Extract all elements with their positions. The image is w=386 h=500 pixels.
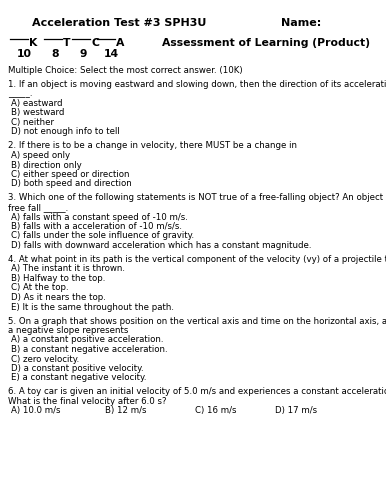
Text: _____.: _____. <box>8 90 32 98</box>
Text: C) neither: C) neither <box>11 118 54 127</box>
Text: What is the final velocity after 6.0 s?: What is the final velocity after 6.0 s? <box>8 397 166 406</box>
Text: C) zero velocity.: C) zero velocity. <box>11 354 79 364</box>
Text: 8: 8 <box>51 49 59 59</box>
Text: B) westward: B) westward <box>11 108 64 118</box>
Text: D) 17 m/s: D) 17 m/s <box>275 406 317 416</box>
Text: free fall _____.: free fall _____. <box>8 203 68 212</box>
Text: D) As it nears the top.: D) As it nears the top. <box>11 293 106 302</box>
Text: A) a constant positive acceleration.: A) a constant positive acceleration. <box>11 336 164 344</box>
Text: B) 12 m/s: B) 12 m/s <box>105 406 147 416</box>
Text: K: K <box>29 38 37 48</box>
Text: 9: 9 <box>79 49 87 59</box>
Text: C) falls under the sole influence of gravity.: C) falls under the sole influence of gra… <box>11 232 194 240</box>
Text: Acceleration Test #3 SPH3U: Acceleration Test #3 SPH3U <box>32 18 207 28</box>
Text: 14: 14 <box>104 49 119 59</box>
Text: E) a constant negative velocity.: E) a constant negative velocity. <box>11 374 147 382</box>
Text: D) falls with downward acceleration which has a constant magnitude.: D) falls with downward acceleration whic… <box>11 241 312 250</box>
Text: C: C <box>91 38 99 48</box>
Text: D) a constant positive velocity.: D) a constant positive velocity. <box>11 364 144 373</box>
Text: B) a constant negative acceleration.: B) a constant negative acceleration. <box>11 345 168 354</box>
Text: 3. Which one of the following statements is NOT true of a free-falling object? A: 3. Which one of the following statements… <box>8 194 386 202</box>
Text: A) The instant it is thrown.: A) The instant it is thrown. <box>11 264 125 274</box>
Text: A) falls with a constant speed of -10 m/s.: A) falls with a constant speed of -10 m/… <box>11 212 188 222</box>
Text: A) speed only: A) speed only <box>11 151 70 160</box>
Text: Multiple Choice: Select the most correct answer. (10K): Multiple Choice: Select the most correct… <box>8 66 243 75</box>
Text: 4. At what point in its path is the vertical component of the velocity (vy) of a: 4. At what point in its path is the vert… <box>8 255 386 264</box>
Text: C) At the top.: C) At the top. <box>11 284 69 292</box>
Text: A) eastward: A) eastward <box>11 99 63 108</box>
Text: Assessment of Learning (Product): Assessment of Learning (Product) <box>162 38 370 48</box>
Text: B) Halfway to the top.: B) Halfway to the top. <box>11 274 105 283</box>
Text: Name:: Name: <box>281 18 321 28</box>
Text: 5. On a graph that shows position on the vertical axis and time on the horizonta: 5. On a graph that shows position on the… <box>8 316 386 326</box>
Text: T: T <box>63 38 71 48</box>
Text: 1. If an object is moving eastward and slowing down, then the direction of its a: 1. If an object is moving eastward and s… <box>8 80 386 89</box>
Text: A: A <box>116 38 124 48</box>
Text: a negative slope represents: a negative slope represents <box>8 326 129 335</box>
Text: C) either speed or direction: C) either speed or direction <box>11 170 129 179</box>
Text: 2. If there is to be a change in velocity, there MUST be a change in: 2. If there is to be a change in velocit… <box>8 142 297 150</box>
Text: 10: 10 <box>17 49 32 59</box>
Text: D) not enough info to tell: D) not enough info to tell <box>11 128 120 136</box>
Text: B) direction only: B) direction only <box>11 160 82 170</box>
Text: D) both speed and direction: D) both speed and direction <box>11 180 132 188</box>
Text: B) falls with a acceleration of -10 m/s/s.: B) falls with a acceleration of -10 m/s/… <box>11 222 182 231</box>
Text: A) 10.0 m/s: A) 10.0 m/s <box>11 406 61 416</box>
Text: 6. A toy car is given an initial velocity of 5.0 m/s and experiences a constant : 6. A toy car is given an initial velocit… <box>8 388 386 396</box>
Text: E) It is the same throughout the path.: E) It is the same throughout the path. <box>11 302 174 312</box>
Text: C) 16 m/s: C) 16 m/s <box>195 406 237 416</box>
